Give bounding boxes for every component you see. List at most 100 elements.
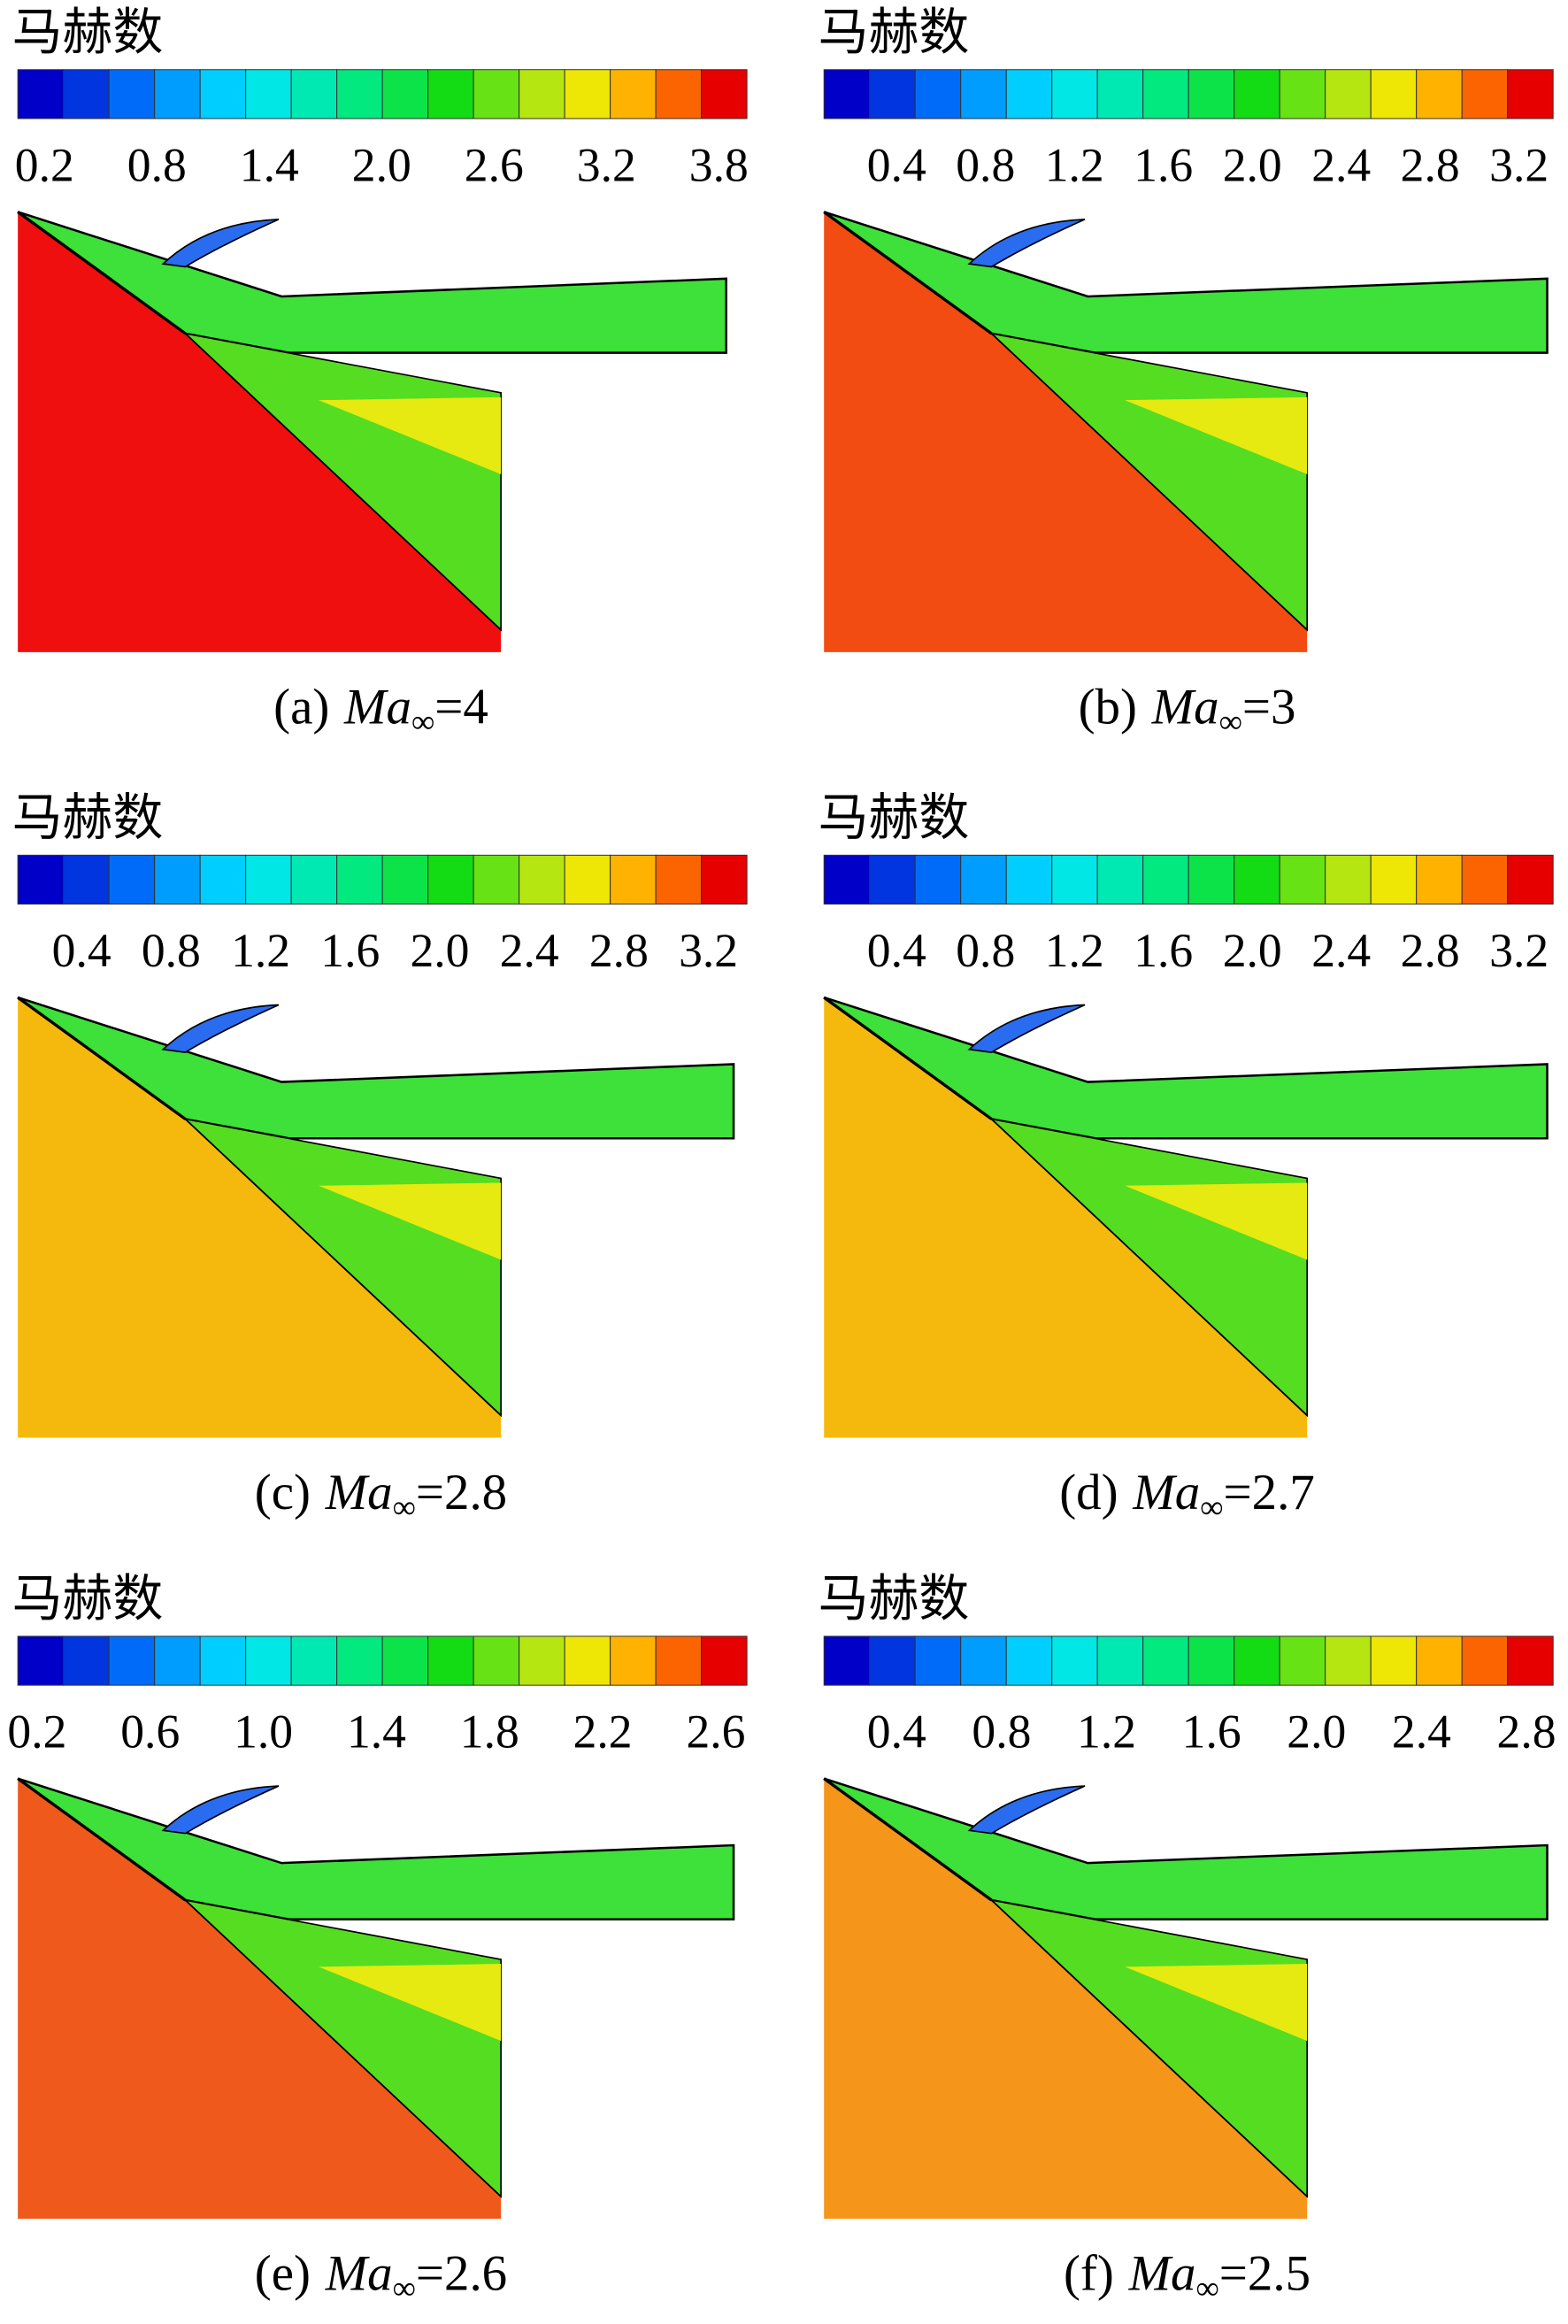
colorbar-segment (1005, 1635, 1053, 1686)
colorbar-segment (336, 854, 383, 905)
colorbar-segment (1507, 1635, 1554, 1686)
colorbar-segment (199, 69, 247, 119)
colorbar-segment (914, 1635, 962, 1686)
caption-subscript: ∞ (393, 1489, 416, 1525)
colorbar-tick-label: 2.8 (1497, 1705, 1556, 1758)
shock-line (990, 1118, 1308, 1416)
shock-line (990, 333, 1308, 631)
colorbar-tick-label: 0.8 (127, 138, 187, 191)
colorbar-segment (108, 69, 156, 119)
caption-subscript: ∞ (1219, 703, 1242, 739)
colorbar-segment (245, 854, 292, 905)
panel: 马赫数 0.4 0.8 1.2 1.6 2.0 2.4 2.8 (f) Ma∞=2.5 (819, 1571, 1556, 2305)
shock-line (184, 1118, 502, 1416)
colorbar-segment (701, 1635, 748, 1686)
colorbar-segment (610, 1635, 657, 1686)
colorbar-tick-label: 2.4 (1311, 924, 1371, 977)
caption-value: =2.5 (1219, 2245, 1311, 2301)
cowl-lip (161, 219, 280, 268)
body-region (824, 212, 1308, 652)
colorbar-tick-label: 0.8 (972, 1705, 1031, 1758)
caption: (b) Ma∞=3 (1079, 679, 1296, 739)
colorbar-segment (1051, 854, 1098, 905)
colorbar-segment (1005, 69, 1053, 119)
colorbar-segment (290, 1635, 338, 1686)
colorbar-tick-label: 3.8 (689, 138, 749, 191)
colorbar-tick-label: 1.2 (1045, 138, 1104, 191)
caption-label: (d) (1059, 1465, 1118, 1520)
colorbar-segment (869, 854, 916, 905)
colorbar-tick-label: 0.8 (956, 138, 1015, 191)
caption-subscript: ∞ (1200, 1489, 1223, 1525)
legend-title: 马赫数 (819, 790, 970, 846)
colorbar-segment (1461, 854, 1509, 905)
colorbar-segment (1188, 1635, 1235, 1686)
body-region (18, 997, 502, 1438)
colorbar-segment (655, 1635, 703, 1686)
colorbar-segment (1370, 69, 1418, 119)
colorbar-tick-label: 2.0 (1287, 1705, 1346, 1758)
colorbar-segment (290, 69, 338, 119)
shock-line (823, 211, 993, 335)
colorbar-tick-label: 0.8 (142, 924, 201, 977)
colorbar-segment (1279, 854, 1326, 905)
body-region (824, 997, 1308, 1438)
colorbar-segment (960, 854, 1007, 905)
colorbar-segment (564, 69, 611, 119)
caption: (f) Ma∞=2.5 (1064, 2245, 1311, 2305)
colorbar-tick-label: 3.2 (1489, 138, 1549, 191)
colorbar-segment (1005, 854, 1053, 905)
colorbar-tick-label: 2.8 (1401, 138, 1460, 191)
caption-variable: Ma (1128, 2245, 1196, 2301)
colorbar-segment (154, 1635, 201, 1686)
colorbar-segment (1051, 69, 1098, 119)
expansion-zone (1125, 396, 1308, 474)
caption-value: =3 (1242, 679, 1296, 735)
colorbar-segment (473, 1635, 520, 1686)
expansion-zone (1125, 1964, 1308, 2042)
colorbar-segment (63, 854, 110, 905)
colorbar-tick-label: 2.4 (1311, 138, 1371, 191)
colorbar-segment (823, 1635, 871, 1686)
colorbar-tick-label: 2.8 (1401, 924, 1460, 977)
legend-title: 马赫数 (12, 1571, 163, 1627)
caption-value: =2.7 (1224, 1465, 1315, 1520)
colorbar-tick-label: 2.0 (1223, 924, 1282, 977)
colorbar-segment (655, 854, 703, 905)
colorbar-segment (381, 854, 429, 905)
colorbar-segment (1096, 854, 1144, 905)
colorbar-segment (473, 854, 520, 905)
colorbar-tick-label: 2.4 (500, 924, 559, 977)
colorbar-segment (427, 854, 474, 905)
colorbar-segment (1096, 1635, 1144, 1686)
colorbar-tick-label: 0.6 (120, 1705, 180, 1758)
colorbar-segment (1279, 69, 1326, 119)
colorbar-segment (701, 69, 748, 119)
colorbar-segment (1461, 69, 1509, 119)
colorbar-tick-label: 1.2 (1077, 1705, 1136, 1758)
colorbar-tick-label: 0.4 (867, 1705, 926, 1758)
colorbar-segment (960, 69, 1007, 119)
colorbar-segment (1279, 1635, 1326, 1686)
colorbar-tick-label: 2.6 (686, 1705, 745, 1758)
legend-title: 马赫数 (819, 4, 970, 60)
colorbar-segment (1416, 69, 1463, 119)
shock-line (990, 1899, 1308, 2197)
colorbar-segment (199, 854, 247, 905)
shock-line (184, 1899, 502, 2197)
colorbar-segment (63, 69, 110, 119)
colorbar-segment (427, 69, 474, 119)
colorbar-tick-label: 1.6 (1134, 138, 1193, 191)
colorbar-segment (63, 1635, 110, 1686)
expansion-zone (319, 396, 502, 474)
legend-title: 马赫数 (12, 790, 163, 846)
colorbar-segment (336, 69, 383, 119)
panel: 马赫数 0.4 0.8 1.2 1.6 2.0 2.4 2.8 3.2 (c) Ma∞=2.8 (12, 790, 748, 1525)
caption-variable: Ma (343, 679, 411, 735)
colorbar-segment (564, 1635, 611, 1686)
colorbar-tick-label: 3.2 (679, 924, 738, 977)
caption-subscript: ∞ (411, 703, 434, 739)
colorbar-segment (1188, 854, 1235, 905)
colorbar-segment (960, 1635, 1007, 1686)
colorbar-segment (427, 1635, 474, 1686)
